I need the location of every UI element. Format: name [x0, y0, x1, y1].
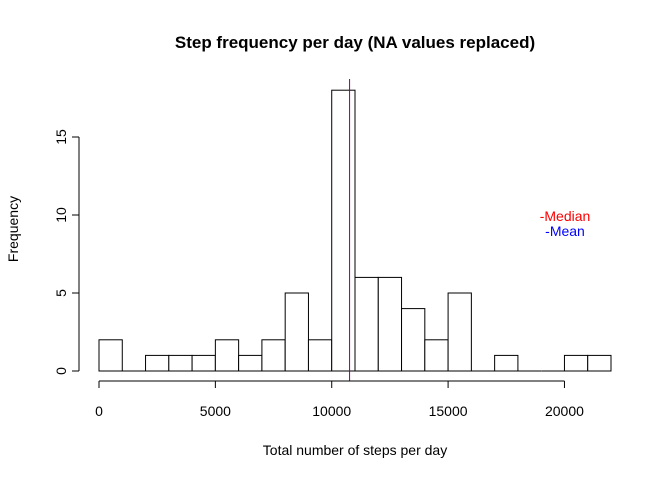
- y-axis-label: Frequency: [5, 196, 21, 262]
- histogram-bar: [563, 354, 589, 372]
- y-tick-label: 0: [53, 367, 69, 375]
- x-axis: 0 5000 10000 15000 20000: [95, 380, 584, 419]
- y-tick-label: 5: [53, 289, 69, 297]
- chart-title: Step frequency per day (NA values replac…: [175, 33, 535, 52]
- histogram-bar: [377, 276, 403, 372]
- histogram-bar: [261, 339, 286, 372]
- median-annotation: -Median: [540, 208, 591, 224]
- y-tick-label: 15: [53, 129, 69, 145]
- x-tick-label: 20000: [545, 403, 584, 419]
- histogram-bar: [494, 354, 519, 372]
- histogram-bar: [447, 292, 472, 372]
- histogram-bar: [98, 339, 123, 372]
- histogram-bar: [587, 354, 612, 372]
- x-tick-label: 10000: [312, 403, 351, 419]
- y-tick-label: 10: [53, 207, 69, 223]
- annotations: -Median-Mean: [540, 208, 591, 239]
- histogram-bar: [307, 339, 333, 372]
- histogram-bar: [238, 354, 263, 372]
- x-axis-label: Total number of steps per day: [263, 442, 447, 458]
- histogram-bar: [401, 308, 426, 372]
- mean-annotation: -Mean: [545, 223, 585, 239]
- x-tick-label: 15000: [429, 403, 468, 419]
- bars-group: [98, 89, 612, 372]
- histogram-bar: [168, 354, 193, 372]
- histogram-bar: [331, 89, 356, 372]
- x-tick-label: 0: [95, 403, 103, 419]
- histogram-bar: [354, 276, 379, 372]
- histogram-bar: [214, 339, 240, 372]
- histogram-bar: [191, 354, 216, 372]
- histogram-bar: [145, 354, 170, 372]
- y-axis: 0 5 10 15: [53, 129, 80, 375]
- histogram-bar: [284, 292, 309, 372]
- histogram-bar: [424, 339, 449, 372]
- x-tick-label: 5000: [200, 403, 231, 419]
